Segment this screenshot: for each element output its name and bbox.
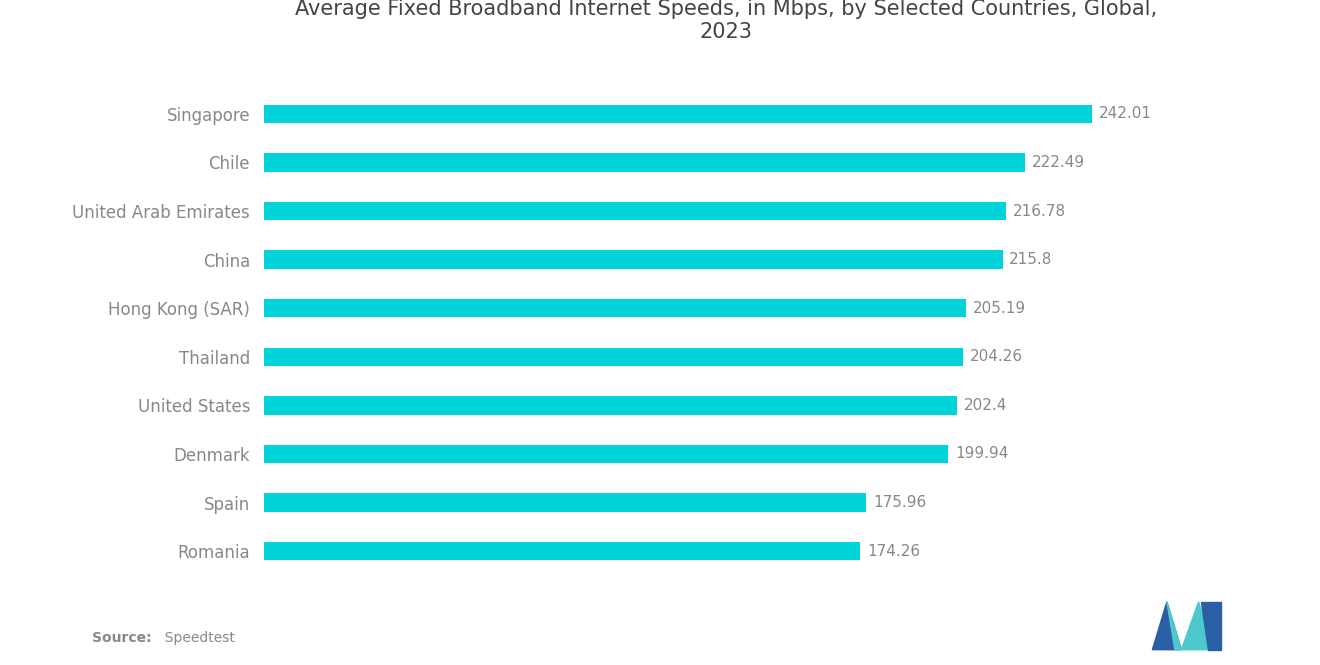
Text: 199.94: 199.94 — [956, 446, 1008, 462]
Text: Source:: Source: — [92, 630, 152, 645]
Polygon shape — [1201, 602, 1221, 650]
Bar — [264, 445, 948, 464]
Text: 175.96: 175.96 — [873, 495, 927, 510]
Bar — [264, 153, 1026, 172]
Text: 202.4: 202.4 — [964, 398, 1007, 413]
Bar — [264, 348, 964, 366]
Text: 215.8: 215.8 — [1010, 252, 1053, 267]
Text: Speedtest: Speedtest — [156, 630, 235, 645]
Bar — [264, 104, 1092, 123]
Bar — [264, 396, 957, 415]
Text: 204.26: 204.26 — [970, 349, 1023, 364]
Polygon shape — [1152, 602, 1181, 650]
Polygon shape — [1181, 602, 1214, 650]
Bar — [264, 542, 861, 561]
Text: 205.19: 205.19 — [973, 301, 1026, 316]
Bar — [264, 493, 866, 512]
Bar — [264, 299, 966, 317]
Text: 174.26: 174.26 — [867, 544, 920, 559]
Text: 242.01: 242.01 — [1100, 106, 1152, 121]
Polygon shape — [1167, 602, 1181, 650]
Bar — [264, 201, 1006, 220]
Title: Average Fixed Broadband Internet Speeds, in Mbps, by Selected Countries, Global,: Average Fixed Broadband Internet Speeds,… — [294, 0, 1158, 42]
Bar — [264, 250, 1002, 269]
Text: 216.78: 216.78 — [1012, 203, 1065, 219]
Text: 222.49: 222.49 — [1032, 155, 1085, 170]
